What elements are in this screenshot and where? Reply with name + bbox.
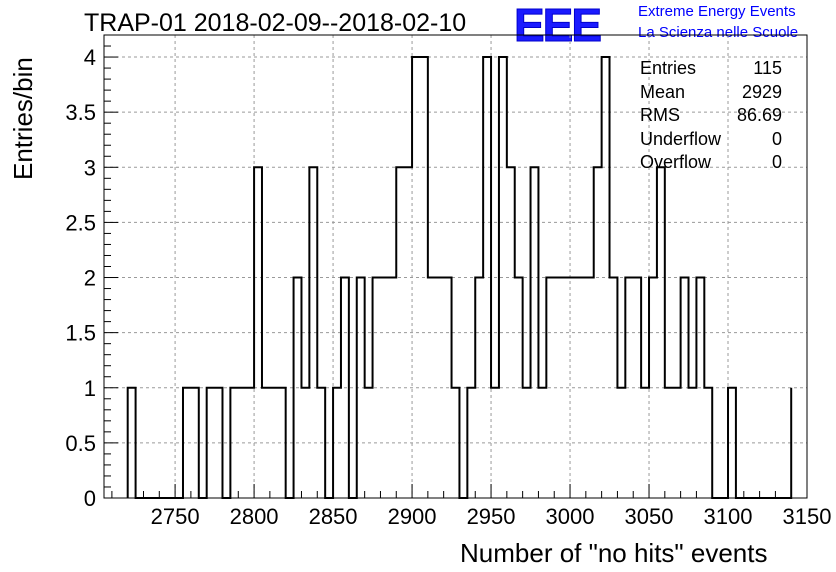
stat-value: 0 bbox=[771, 152, 782, 173]
y-tick-label: 4 bbox=[84, 45, 96, 70]
x-tick-label: 2800 bbox=[230, 504, 279, 529]
x-tick-label: 2900 bbox=[388, 504, 437, 529]
stat-value: 0 bbox=[771, 128, 782, 149]
y-tick-label: 3.5 bbox=[65, 100, 96, 125]
stats-box: Entries 115 Mean 2929 RMS 86.69 Underflo… bbox=[640, 58, 782, 176]
chart-title: TRAP-01 2018-02-09--2018-02-10 bbox=[84, 9, 467, 37]
x-tick-label: 2750 bbox=[151, 504, 200, 529]
stat-row-rms: RMS 86.69 bbox=[640, 105, 782, 129]
y-tick-label: 0 bbox=[84, 486, 96, 511]
logo-line-1: Extreme Energy Events bbox=[638, 3, 796, 20]
x-tick-label: 2950 bbox=[467, 504, 516, 529]
stat-label: Entries bbox=[640, 58, 697, 78]
stat-label: Overflow bbox=[640, 152, 712, 173]
x-axis-label: Number of "no hits" events bbox=[460, 538, 768, 568]
x-tick-label: 2850 bbox=[309, 504, 358, 529]
y-axis-label: Entries/bin bbox=[8, 57, 38, 180]
stat-label: RMS bbox=[640, 105, 680, 126]
axes: 2750 2800 2850 2900 2950 3000 3050 3100 315000.5… bbox=[65, 34, 832, 529]
y-tick-label: 2 bbox=[84, 266, 96, 291]
y-tick-label: 2.5 bbox=[65, 210, 96, 235]
stat-row-overflow: Overflow 0 bbox=[640, 152, 782, 176]
eee-logo: EEE bbox=[513, 0, 602, 51]
stat-value: 86.69 bbox=[736, 105, 782, 126]
stat-row-underflow: Underflow 0 bbox=[640, 129, 782, 153]
logo-line-2: La Scienza nelle Scuole bbox=[638, 24, 799, 41]
stat-row-entries: Entries 115 bbox=[640, 58, 782, 82]
stat-value: 115 bbox=[753, 58, 782, 78]
x-tick-label: 3150 bbox=[783, 504, 832, 529]
y-tick-label: 3 bbox=[84, 155, 96, 180]
stat-label: Underflow bbox=[640, 128, 722, 149]
x-tick-label: 3000 bbox=[546, 504, 595, 529]
x-tick-label: 3100 bbox=[704, 504, 753, 529]
x-tick-label: 3050 bbox=[625, 504, 674, 529]
y-tick-label: 1.5 bbox=[65, 321, 96, 346]
y-tick-label: 1 bbox=[84, 376, 96, 401]
stat-row-mean: Mean 2929 bbox=[640, 82, 782, 106]
y-tick-label: 0.5 bbox=[65, 431, 96, 456]
stat-label: Mean bbox=[640, 81, 686, 102]
stat-value: 2929 bbox=[741, 81, 782, 102]
